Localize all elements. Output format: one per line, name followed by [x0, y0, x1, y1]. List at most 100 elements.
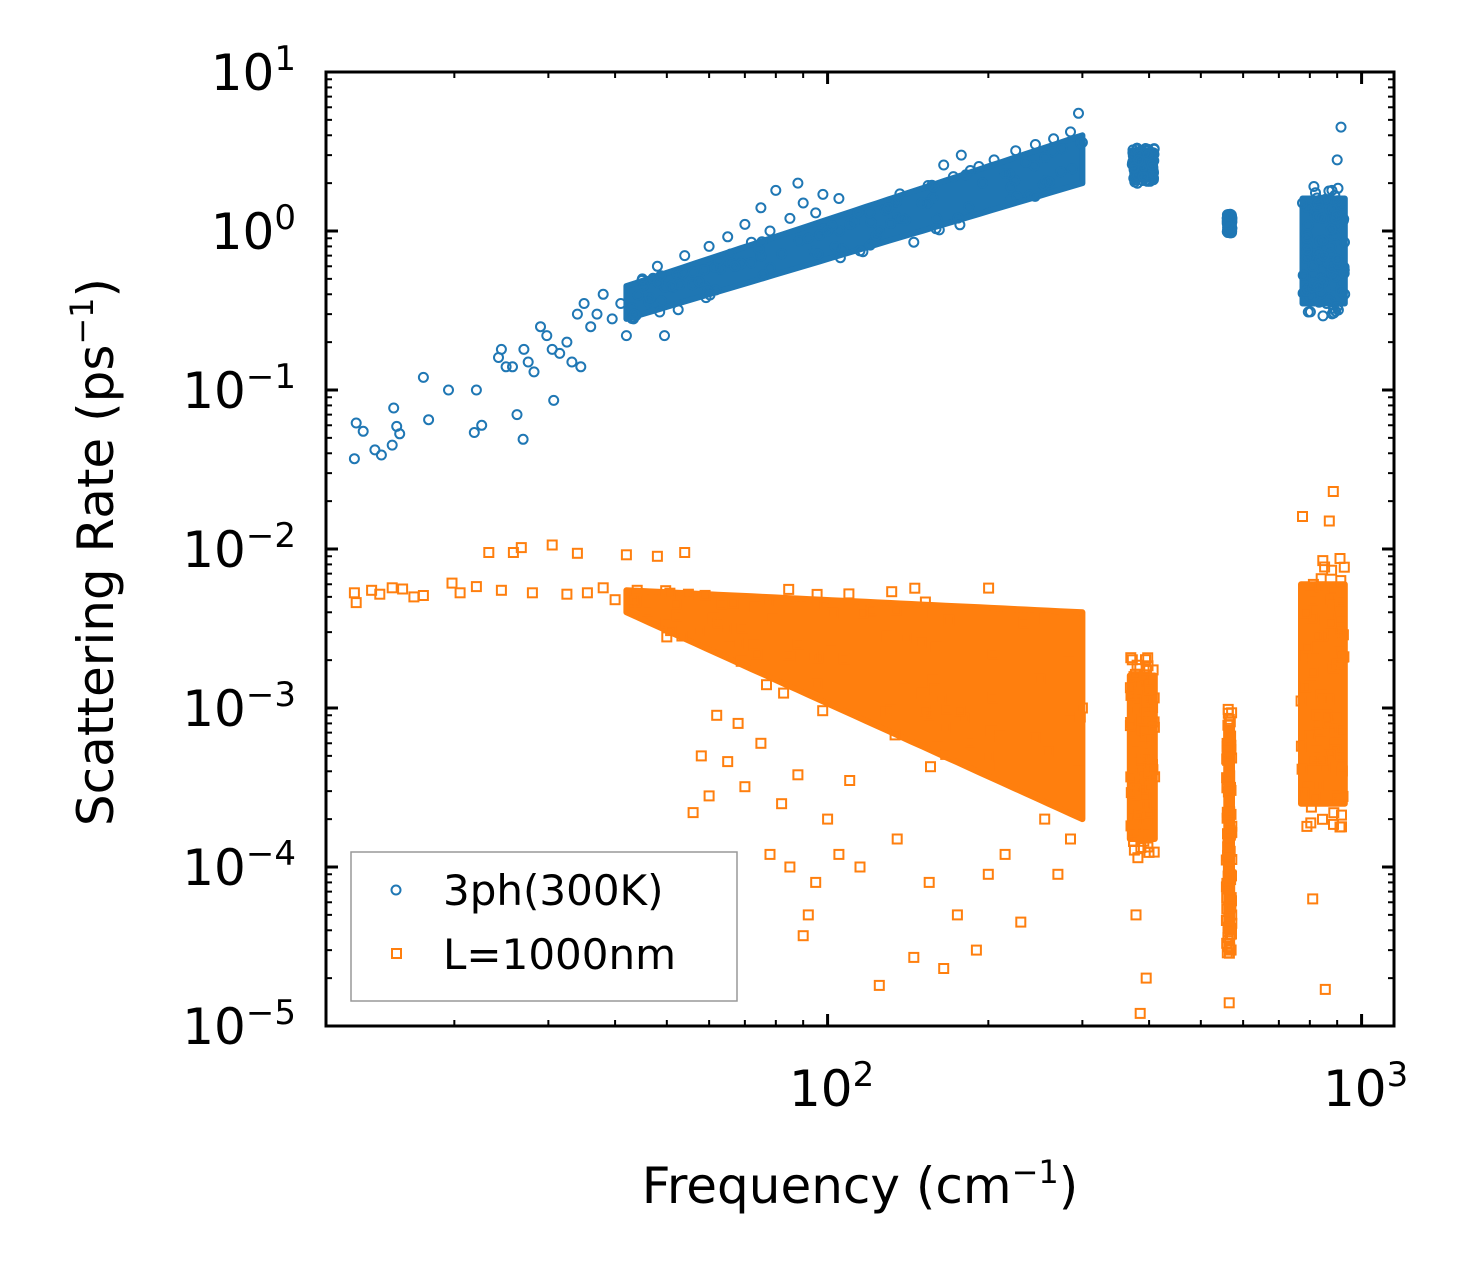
l1000-band-point	[819, 598, 831, 610]
data-point	[1065, 126, 1076, 138]
3ph-band-point	[1335, 285, 1347, 297]
data-point	[938, 963, 950, 974]
data-point	[1327, 486, 1339, 497]
3ph-band-point	[1326, 261, 1338, 273]
l1000-band-point	[767, 613, 779, 625]
l1000-band-point	[939, 722, 951, 733]
series-l1000	[348, 486, 1347, 1019]
legend-label-3ph: 3ph(300K)	[443, 866, 663, 915]
data-point	[609, 594, 621, 606]
l1000-band-point	[1317, 813, 1328, 825]
l1000-band-point	[1125, 652, 1137, 664]
3ph-band-point	[1333, 258, 1344, 270]
l1000-band-point	[1335, 575, 1347, 587]
data-point	[977, 177, 988, 189]
data-point	[446, 577, 458, 589]
data-point	[908, 951, 920, 963]
3ph-band-point	[1331, 209, 1343, 221]
data-point	[928, 181, 940, 193]
l1000-band-point	[720, 623, 732, 634]
data-point	[755, 737, 767, 749]
l1000-band-point	[1221, 806, 1233, 818]
l1000-band-point	[1222, 831, 1234, 843]
l1000-band-point	[1064, 715, 1076, 727]
data-point	[454, 587, 466, 599]
data-point	[651, 260, 663, 272]
3ph-band-point	[1307, 282, 1319, 293]
data-point	[864, 207, 876, 219]
l1000-band-point	[919, 596, 931, 608]
l1000-band-point	[811, 588, 823, 600]
l1000-band-point	[1334, 821, 1346, 833]
data-point	[1144, 679, 1156, 691]
data-point	[518, 343, 530, 355]
l1000-band-point	[716, 598, 728, 610]
l1000-band-point	[1296, 763, 1308, 775]
3ph-band-point	[1311, 192, 1323, 204]
data-point	[797, 930, 809, 942]
data-point	[1301, 820, 1313, 832]
3ph-band-point	[952, 212, 964, 224]
data-point	[784, 861, 796, 873]
l1000-band-point	[1034, 673, 1046, 685]
data-point	[1335, 750, 1347, 762]
y-axis-title-sup: −1	[63, 297, 101, 344]
l1000-band-point	[1336, 809, 1347, 821]
l1000-band-point	[889, 729, 901, 741]
data-point	[350, 417, 362, 429]
3ph-band-point	[1047, 146, 1059, 158]
l1000-band-point	[1128, 835, 1139, 847]
l1000-band-point	[935, 693, 947, 705]
l1000-band-point	[1135, 842, 1147, 853]
l1000-band-point	[1125, 717, 1137, 728]
3ph-band-point	[1055, 166, 1067, 178]
y-tick-label-exp: −2	[246, 516, 296, 556]
l1000-band-point	[1136, 714, 1148, 726]
data-point	[571, 308, 583, 320]
data-point	[739, 781, 751, 793]
data-point	[713, 255, 725, 267]
l1000-band-point	[1132, 852, 1144, 864]
data-point	[951, 909, 963, 921]
3ph-band-point	[753, 243, 765, 255]
3ph-band-point	[1299, 272, 1311, 284]
l1000-band-point	[909, 582, 921, 594]
data-point	[661, 631, 673, 643]
data-point	[1020, 156, 1032, 168]
3ph-band-point	[677, 268, 689, 280]
3ph-band-point	[1308, 181, 1320, 192]
data-point	[776, 798, 788, 810]
data-point	[844, 775, 856, 786]
legend: 3ph(300K) L=1000nm	[350, 851, 738, 1002]
y-tick-label: 10−2	[182, 516, 296, 579]
l1000-band-point	[954, 705, 966, 717]
data-point	[822, 813, 834, 825]
l1000-band-point	[1221, 914, 1233, 926]
data-point	[631, 584, 643, 596]
data-point	[561, 588, 573, 600]
data-point	[1311, 750, 1323, 762]
l1000-band-point	[1221, 782, 1233, 794]
3ph-band-point	[1312, 211, 1324, 223]
data-point	[1297, 511, 1308, 522]
l1000-band-point	[1323, 693, 1335, 705]
l1000-band-point	[1223, 838, 1235, 850]
3ph-band-point	[1338, 264, 1350, 276]
data-point	[822, 225, 834, 237]
data-point	[729, 260, 741, 272]
data-point	[784, 212, 796, 224]
3ph-band-point	[926, 179, 938, 191]
l1000-band-point	[857, 607, 869, 619]
l1000-band-point	[1327, 724, 1339, 736]
y-axis-title-end: )	[67, 278, 125, 298]
data-point	[665, 280, 677, 292]
data-point	[1326, 184, 1338, 196]
l1000-band-point	[1311, 709, 1323, 721]
data-point	[620, 330, 632, 342]
l1000-band-point	[1141, 664, 1152, 676]
l1000-band-point	[1319, 561, 1331, 573]
l1000-band-point	[1063, 656, 1074, 668]
l1000-band-point	[838, 653, 850, 665]
3ph-band-point	[1301, 244, 1313, 256]
